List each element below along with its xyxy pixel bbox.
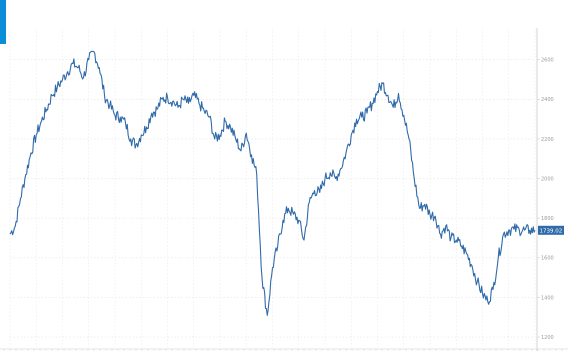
accent-bar — [0, 0, 6, 44]
chart-grid — [9, 28, 536, 347]
y-tick-label: 2400 — [541, 97, 554, 103]
y-tick-label: 1800 — [541, 216, 554, 222]
y-tick-label: 1400 — [541, 295, 554, 301]
last-value-label: 1739.02 — [540, 228, 563, 234]
y-tick-label: 2600 — [541, 58, 554, 64]
y-axis-ticks: 1200 1400 1600 1800 2000 2200 2400 2600 — [536, 28, 554, 351]
y-tick-label: 1200 — [541, 335, 554, 341]
y-tick-label: 1600 — [541, 256, 554, 262]
y-tick-label: 2200 — [541, 137, 554, 143]
last-value-marker: 1739.02 — [538, 225, 564, 235]
y-tick-label: 2000 — [541, 176, 554, 182]
last-value-box — [538, 225, 564, 235]
x-axis — [0, 348, 568, 351]
series-line — [9, 50, 536, 316]
chart-series — [9, 50, 536, 316]
